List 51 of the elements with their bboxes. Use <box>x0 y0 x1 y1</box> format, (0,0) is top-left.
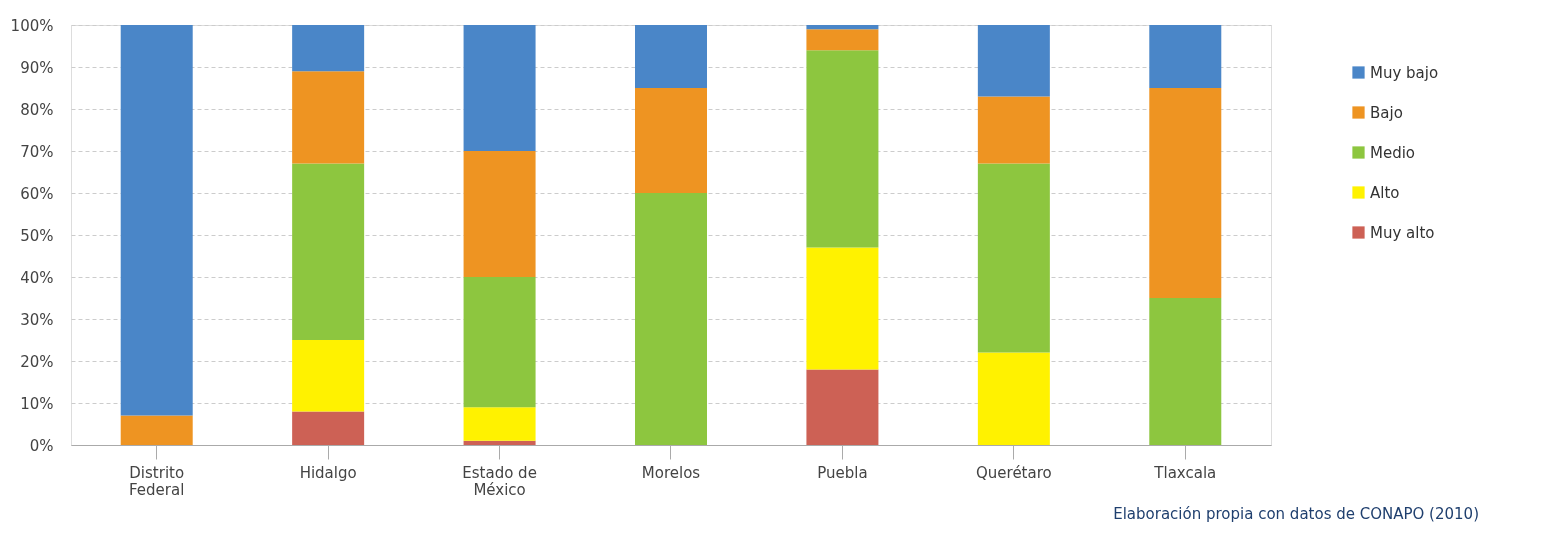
y-tick-label: 80% <box>20 100 54 119</box>
y-tick-label: 30% <box>20 310 54 329</box>
x-tick-label: Hidalgo <box>299 463 357 482</box>
bar <box>463 25 536 151</box>
bar <box>463 440 536 445</box>
x-tick-label: Estado de México <box>462 463 537 499</box>
bar <box>806 29 879 51</box>
y-tick-label: 100% <box>10 16 54 35</box>
bar <box>292 411 365 445</box>
bar <box>292 25 365 72</box>
legend-label: Alto <box>1370 183 1400 202</box>
bar <box>463 407 536 441</box>
bar <box>1149 298 1222 445</box>
y-tick-label: 20% <box>20 352 54 371</box>
y-tick-label: 60% <box>20 184 54 203</box>
y-tick-label: 10% <box>20 394 54 413</box>
bar <box>635 25 707 88</box>
bar <box>463 151 536 277</box>
bar <box>977 352 1050 445</box>
bar <box>977 96 1050 164</box>
text: Elaboración propia con datos de CONAPO (2010) <box>1113 505 1479 523</box>
y-tick-label: 90% <box>20 58 54 77</box>
bar <box>292 71 365 164</box>
x-tick-label: Querétaro <box>976 463 1052 482</box>
legend-label: Muy bajo <box>1370 63 1439 82</box>
bar <box>806 369 879 445</box>
legend-label: Muy alto <box>1370 223 1435 242</box>
legend-label: Bajo <box>1370 103 1403 122</box>
bar <box>977 163 1050 353</box>
bar <box>635 88 707 193</box>
bar <box>1149 88 1222 298</box>
bar <box>120 25 193 416</box>
bar <box>1149 25 1222 88</box>
y-tick-label: 40% <box>20 268 54 287</box>
bar <box>463 277 536 408</box>
x-tick-label: Morelos <box>641 463 701 482</box>
bar <box>806 50 879 248</box>
bar <box>292 340 365 412</box>
bar <box>806 247 879 370</box>
x-tick-label: Tlaxcala <box>1153 463 1217 482</box>
x-tick-label: Puebla <box>817 463 868 482</box>
x-tick-label: Distrito Federal <box>129 463 185 499</box>
bar <box>806 25 879 30</box>
y-tick-label: 70% <box>20 142 54 161</box>
bar <box>120 415 193 445</box>
y-tick-label: 50% <box>20 226 54 245</box>
y-tick-label: 0% <box>29 436 54 455</box>
bar <box>977 25 1050 97</box>
bar <box>292 163 365 340</box>
legend-label: Medio <box>1370 143 1416 162</box>
bar <box>635 193 707 445</box>
